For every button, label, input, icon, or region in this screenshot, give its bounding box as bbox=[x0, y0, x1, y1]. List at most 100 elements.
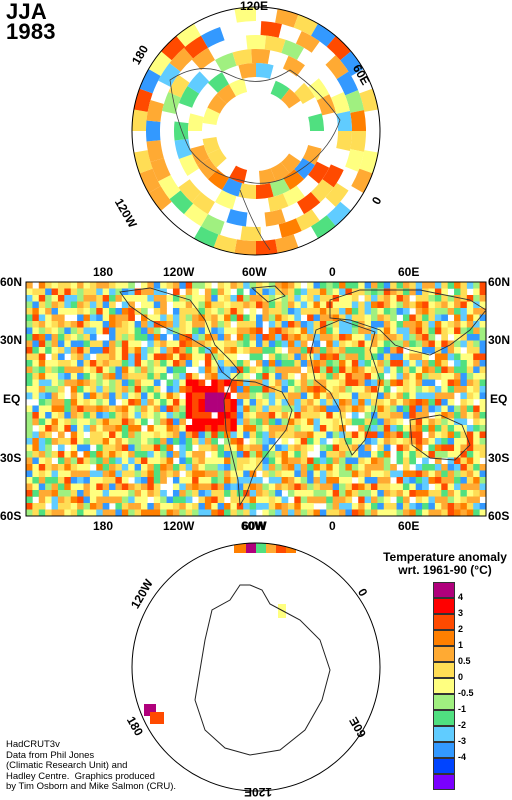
anomaly-cell bbox=[243, 503, 250, 510]
anomaly-cell bbox=[339, 366, 346, 374]
anomaly-cell bbox=[115, 425, 123, 432]
anomaly-cell bbox=[198, 347, 206, 354]
anomaly-cell bbox=[153, 353, 161, 361]
anomaly-cell bbox=[383, 353, 391, 361]
anomaly-cell bbox=[313, 301, 321, 309]
anomaly-cell bbox=[147, 366, 155, 374]
anomaly-cell bbox=[207, 72, 229, 93]
anomaly-cell bbox=[230, 386, 238, 393]
anomaly-cell bbox=[313, 412, 321, 419]
anomaly-cell bbox=[153, 483, 161, 491]
anomaly-cell bbox=[109, 438, 116, 445]
anomaly-cell bbox=[294, 288, 302, 296]
anomaly-cell bbox=[51, 327, 59, 335]
anomaly-cell bbox=[268, 470, 276, 478]
anomaly-cell bbox=[217, 327, 225, 335]
anomaly-cell bbox=[275, 347, 282, 354]
anomaly-cell bbox=[422, 457, 429, 465]
anomaly-cell bbox=[473, 438, 480, 445]
anomaly-cell bbox=[358, 464, 365, 471]
anomaly-cell bbox=[236, 418, 244, 426]
anomaly-cell bbox=[350, 110, 366, 131]
anomaly-cell bbox=[230, 399, 238, 406]
anomaly-cell bbox=[211, 366, 218, 374]
anomaly-cell bbox=[160, 282, 167, 289]
anomaly-cell bbox=[32, 314, 40, 322]
anomaly-cell bbox=[96, 353, 103, 361]
anomaly-cell bbox=[51, 470, 59, 478]
anomaly-cell bbox=[345, 509, 353, 516]
anomaly-cell bbox=[466, 321, 474, 328]
anomaly-cell bbox=[70, 347, 78, 354]
anomaly-cell bbox=[115, 457, 123, 465]
anomaly-cell bbox=[383, 360, 391, 367]
anomaly-cell bbox=[351, 347, 359, 354]
anomaly-cell bbox=[434, 477, 442, 484]
anomaly-cell bbox=[134, 373, 142, 380]
anomaly-cell bbox=[70, 366, 78, 374]
anomaly-cell bbox=[179, 282, 187, 289]
anomaly-cell bbox=[249, 314, 257, 322]
anomaly-cell bbox=[134, 366, 142, 374]
anomaly-cell bbox=[262, 288, 270, 296]
anomaly-cell bbox=[153, 418, 161, 426]
anomaly-cell bbox=[236, 360, 244, 367]
anomaly-cell bbox=[89, 288, 97, 296]
anomaly-cell bbox=[383, 425, 391, 432]
anomaly-cell bbox=[51, 379, 59, 387]
anomaly-cell bbox=[294, 399, 302, 406]
anomaly-cell bbox=[339, 438, 346, 445]
anomaly-cell bbox=[134, 405, 142, 413]
anomaly-cell bbox=[172, 392, 180, 400]
anomaly-cell bbox=[256, 457, 263, 465]
anomaly-cell bbox=[141, 366, 148, 374]
anomaly-cell bbox=[319, 418, 327, 426]
anomaly-cell bbox=[332, 282, 340, 289]
anomaly-cell bbox=[447, 386, 455, 393]
anomaly-cell bbox=[102, 366, 110, 374]
anomaly-cell bbox=[109, 314, 116, 322]
anomaly-cell bbox=[396, 490, 404, 497]
anomaly-cell bbox=[256, 496, 263, 504]
anomaly-cell bbox=[275, 483, 282, 491]
anomaly-cell bbox=[57, 444, 65, 452]
anomaly-cell bbox=[183, 35, 208, 59]
anomaly-cell bbox=[336, 131, 352, 151]
anomaly-cell bbox=[358, 327, 365, 335]
anomaly-cell bbox=[447, 503, 455, 510]
anomaly-cell bbox=[191, 47, 215, 71]
anomaly-cell bbox=[204, 392, 212, 400]
anomaly-cell bbox=[102, 431, 110, 439]
anomaly-cell bbox=[351, 295, 359, 302]
anomaly-cell bbox=[313, 477, 321, 484]
anomaly-cell bbox=[128, 470, 135, 478]
anomaly-cell bbox=[204, 353, 212, 361]
anomaly-cell bbox=[454, 405, 461, 413]
legend-swatch bbox=[433, 582, 455, 598]
anomaly-cell bbox=[64, 334, 72, 341]
anomaly-cell bbox=[204, 438, 212, 445]
lon-label-bottom-60w: 60W bbox=[242, 519, 267, 533]
anomaly-cell bbox=[377, 490, 385, 497]
anomaly-cell bbox=[26, 353, 33, 361]
anomaly-cell bbox=[287, 301, 295, 309]
lat-label-right-60n: 60N bbox=[488, 275, 511, 289]
anomaly-cell bbox=[422, 392, 429, 400]
anomaly-cell bbox=[115, 392, 123, 400]
anomaly-cell bbox=[102, 308, 110, 315]
anomaly-cell bbox=[358, 347, 365, 354]
anomaly-cell bbox=[409, 282, 417, 289]
anomaly-cell bbox=[230, 308, 238, 315]
anomaly-cell bbox=[434, 308, 442, 315]
anomaly-cell bbox=[281, 386, 289, 393]
anomaly-cell bbox=[192, 412, 199, 419]
anomaly-cell bbox=[109, 425, 116, 432]
anomaly-cell bbox=[102, 464, 110, 471]
anomaly-cell bbox=[293, 14, 318, 36]
anomaly-cell bbox=[396, 301, 404, 309]
anomaly-cell bbox=[319, 366, 327, 374]
anomaly-cell bbox=[77, 392, 84, 400]
anomaly-cell bbox=[32, 386, 40, 393]
anomaly-cell bbox=[166, 321, 174, 328]
anomaly-cell bbox=[141, 405, 148, 413]
